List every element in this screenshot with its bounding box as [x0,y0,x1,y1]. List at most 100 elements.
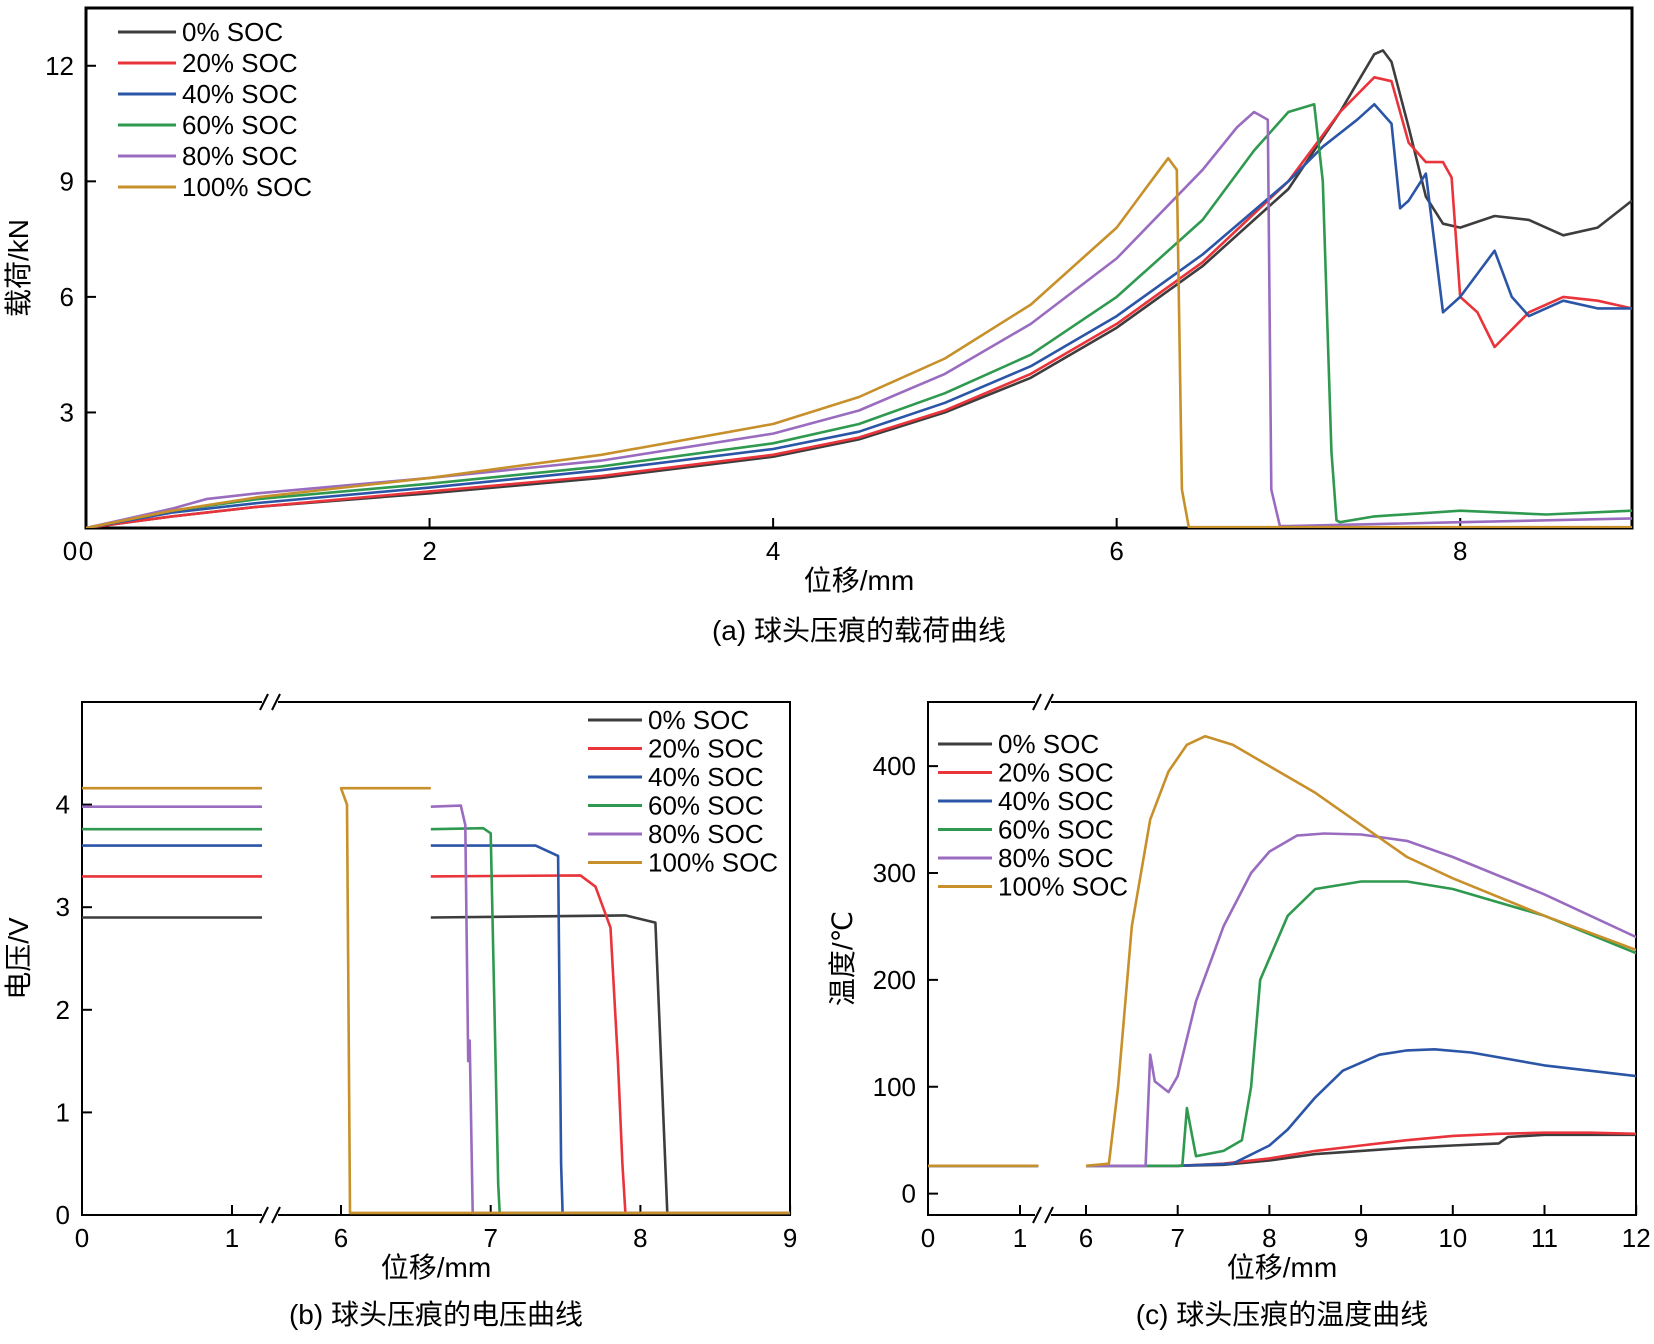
x-tick-label: 0 [79,536,93,566]
x-tick-label: 0 [921,1223,935,1253]
y-tick-label: 3 [56,892,70,922]
series-line-20soc [82,874,790,1215]
x-tick-label: 12 [1622,1223,1651,1253]
axis-break-mark [1032,693,1042,711]
axis-break-gap [262,698,278,706]
axis-break-gap [1035,698,1051,706]
x-tick-label: 1 [225,1223,239,1253]
y-tick-label: 9 [60,166,74,196]
x-tick-label: 7 [1170,1223,1184,1253]
x-tick-label: 2 [422,536,436,566]
series-line-20soc [928,1131,1636,1168]
series-line-20soc [86,76,1632,528]
chart-c: 0 1 6 7 8 9 10 11 12 0 100 200 300 400 位移/mm 温度/℃ (c) 球头… [827,693,1651,1330]
legend-label: 100% SOC [182,172,312,202]
chart-a: 0 2 4 6 8 3 6 9 12 0 位移/mm 载荷/kN (a) 球头压痕的载荷曲线 0% SOC… [3,6,1634,646]
x-tick-label: 6 [1079,1223,1093,1253]
x-tick-label: 8 [1262,1223,1276,1253]
x-tick-label: 8 [1453,536,1467,566]
y-tick-label: 12 [45,51,74,81]
y-tick-label: 200 [873,965,916,995]
axis-break-mark [271,1206,281,1224]
series-line-40soc [928,1048,1636,1168]
series-line-100soc [86,156,1632,528]
series-line-0soc [86,49,1632,528]
legend-label: 80% SOC [998,843,1114,873]
series-line-60soc [86,103,1632,528]
series-line-60soc [928,880,1636,1168]
axis-break-mark [271,693,281,711]
legend-label: 60% SOC [998,815,1114,845]
legend-label: 40% SOC [998,786,1114,816]
legend-label: 0% SOC [182,17,283,47]
axis-break-mark [1044,1206,1054,1224]
legend-label: 60% SOC [182,110,298,140]
legend-label: 40% SOC [648,762,764,792]
y-axis-label: 电压/V [3,917,34,1000]
series-line-60soc [82,826,790,1215]
legend-label: 40% SOC [182,79,298,109]
legend-label: 20% SOC [648,734,764,764]
y-tick-label: 100 [873,1072,916,1102]
y-axis-label: 载荷/kN [3,219,34,317]
legend-label: 80% SOC [648,819,764,849]
y-tick-label: 1 [56,1097,70,1127]
x-tick-label: 8 [633,1223,647,1253]
plot-frame [81,701,791,1216]
axis-break-mark [259,693,269,711]
series-line-0soc [82,914,790,1215]
y-tick-label: 400 [873,751,916,781]
chart-caption: (a) 球头压痕的载荷曲线 [712,615,1006,646]
y-tick-label: 4 [56,790,70,820]
plot-frame [927,701,1637,1216]
x-tick-label: 9 [783,1223,797,1253]
x-axis-label: 位移/mm [381,1252,491,1283]
series-line-40soc [82,844,790,1215]
x-tick-label: 6 [334,1223,348,1253]
legend-label: 0% SOC [998,729,1099,759]
series-line-80soc [86,110,1632,528]
series-line-0soc [928,1133,1636,1168]
x-tick-label: 10 [1438,1223,1467,1253]
y-tick-label: 6 [60,282,74,312]
y-axis-label: 温度/℃ [827,911,858,1006]
axis-break-mark [1044,693,1054,711]
plot-frame [84,6,1634,530]
series-line-100soc [82,786,790,1215]
legend-label: 80% SOC [182,141,298,171]
series-line-40soc [86,103,1632,528]
y-tick-label: 0 [56,1200,70,1230]
legend-label: 20% SOC [998,758,1114,788]
y-tick-label: 3 [60,397,74,427]
x-axis-label: 位移/mm [804,565,914,596]
x-tick-label: 6 [1109,536,1123,566]
axis-break-gap [1035,1211,1051,1219]
y-tick-label: 0 [902,1179,916,1209]
chart-caption: (c) 球头压痕的温度曲线 [1136,1299,1428,1330]
x-tick-label: 1 [1013,1223,1027,1253]
axis-break-mark [1032,1206,1042,1224]
axis-break-gap [262,1211,278,1219]
legend-label: 60% SOC [648,791,764,821]
series-line-100soc [928,734,1636,1168]
axis-break-mark [259,1206,269,1224]
x-tick-label: 4 [766,536,780,566]
legend-label: 100% SOC [648,848,778,878]
x-tick-label: 11 [1531,1223,1558,1253]
x-axis-label: 位移/mm [1227,1252,1337,1283]
y-tick-label: 2 [56,995,70,1025]
y-tick-label: 300 [873,858,916,888]
legend-label: 100% SOC [998,872,1128,902]
legend-label: 20% SOC [182,48,298,78]
x-tick-label-origin: 0 [63,536,77,566]
x-tick-label: 0 [75,1223,89,1253]
legend-label: 0% SOC [648,705,749,735]
x-tick-label: 9 [1354,1223,1368,1253]
chart-caption: (b) 球头压痕的电压曲线 [289,1299,583,1330]
x-tick-label: 7 [483,1223,497,1253]
chart-b: 0 1 6 7 8 9 0 1 2 3 4 位移/mm 电压/V (b) 球头压痕的电压曲线 0% SOC2… [3,693,797,1330]
